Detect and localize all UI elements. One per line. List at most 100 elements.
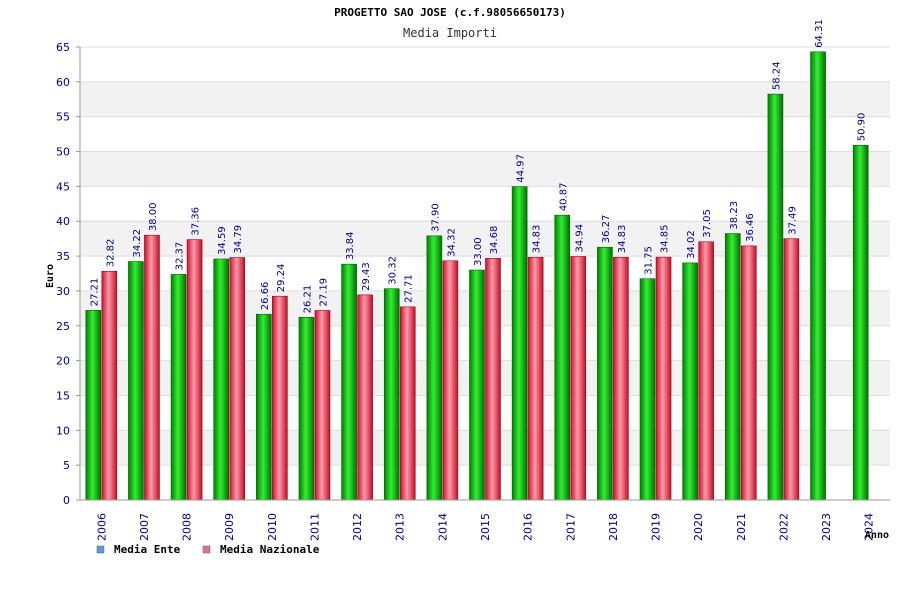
x-tick-label: 2022: [777, 513, 790, 541]
x-tick-label: 2014: [436, 513, 449, 541]
x-tick-label: 2009: [223, 513, 236, 541]
y-tick-label: 65: [56, 41, 70, 54]
value-label: 50.90: [857, 113, 868, 142]
value-label: 27.19: [318, 278, 329, 307]
bars: [85, 51, 869, 501]
value-label: 29.43: [361, 262, 372, 291]
value-label: 38.00: [148, 203, 159, 232]
bar-media-nazionale: [442, 260, 459, 501]
bar-media-nazionale: [144, 234, 160, 501]
value-label: 37.05: [702, 209, 713, 238]
bar-media-ente: [511, 186, 528, 501]
value-label: 33.84: [345, 232, 356, 261]
value-label: 38.23: [729, 201, 740, 230]
value-label: 26.21: [302, 285, 313, 314]
x-tick-label: 2008: [181, 513, 194, 541]
bar-media-ente: [767, 93, 784, 501]
y-tick-label: 30: [56, 285, 70, 298]
x-tick-label: 2024: [863, 513, 876, 541]
bar-media-ente: [852, 144, 869, 501]
grid-band: [80, 151, 890, 187]
y-tick-label: 40: [56, 215, 70, 228]
x-tick-label: 2016: [522, 513, 535, 541]
legend: Media Ente Media Nazionale: [96, 543, 320, 556]
bar-media-ente: [639, 278, 656, 501]
value-label: 34.02: [686, 230, 697, 259]
bar-media-ente: [426, 235, 443, 501]
x-tick-label: 2017: [564, 513, 577, 541]
bar-media-nazionale: [740, 245, 757, 501]
x-tick-label: 2018: [607, 513, 620, 541]
y-tick-label: 45: [56, 180, 70, 193]
x-tick-label: 2006: [95, 513, 108, 541]
x-tick-label: 2012: [351, 513, 364, 541]
bar-media-ente: [554, 214, 571, 501]
bar-media-ente: [85, 310, 102, 501]
x-tick-label: 2007: [138, 513, 151, 541]
value-label: 40.87: [558, 183, 569, 212]
value-label: 27.21: [89, 278, 100, 307]
bar-media-ente: [256, 313, 272, 501]
bar-media-nazionale: [485, 258, 501, 501]
legend-label-media-ente: Media Ente: [114, 543, 181, 556]
bar-media-ente: [469, 269, 485, 501]
value-label: 29.24: [276, 264, 287, 293]
bar-media-nazionale: [314, 310, 331, 501]
x-tick-label: 2019: [650, 513, 663, 541]
grid-band: [80, 81, 890, 117]
y-tick-label: 25: [56, 320, 70, 333]
value-label: 34.83: [532, 225, 543, 254]
bar-media-nazionale: [229, 257, 246, 501]
bar-media-nazionale: [101, 270, 118, 501]
bar-media-ente: [724, 233, 741, 501]
bar-media-nazionale: [399, 306, 416, 501]
y-tick-label: 20: [56, 355, 70, 368]
value-label: 34.94: [574, 224, 585, 253]
value-label: 26.66: [260, 282, 271, 311]
bar-media-nazionale: [527, 256, 544, 501]
value-label: 36.46: [745, 213, 756, 242]
chart-subtitle: Media Importi: [403, 26, 497, 40]
bar-media-ente: [170, 274, 187, 501]
bar-media-ente: [383, 288, 400, 501]
x-tick-label: 2020: [692, 513, 705, 541]
bar-media-ente: [213, 258, 230, 501]
value-label: 32.82: [105, 239, 116, 268]
bar-media-ente: [810, 51, 826, 501]
bar-media-ente: [298, 317, 315, 501]
chart-title: PROGETTO SAO JOSE (c.f.98056650173): [334, 6, 566, 19]
y-tick-label: 10: [56, 424, 70, 437]
y-tick-label: 5: [63, 459, 70, 472]
legend-swatch-media-nazionale: [202, 545, 211, 554]
y-tick-label: 15: [56, 389, 70, 402]
bar-media-ente: [341, 263, 357, 501]
bar-media-nazionale: [570, 256, 587, 501]
value-label: 27.71: [404, 274, 415, 303]
bar-media-nazionale: [272, 295, 288, 501]
value-label: 36.27: [601, 215, 612, 244]
y-tick-label: 0: [63, 494, 70, 507]
y-axis-ticks: 0 5 10 15 20 25 30 35 40 45 50 55 60 65: [56, 41, 80, 507]
bar-media-ente: [597, 246, 613, 501]
legend-swatch-media-ente: [96, 545, 105, 554]
bar-media-nazionale: [613, 256, 629, 501]
value-label: 32.37: [175, 242, 186, 271]
y-tick-label: 35: [56, 250, 70, 263]
value-label: 34.32: [446, 228, 457, 257]
value-label: 37.49: [787, 206, 798, 235]
x-tick-label: 2015: [479, 513, 492, 541]
legend-label-media-nazionale: Media Nazionale: [220, 543, 320, 556]
value-label: 34.83: [617, 225, 628, 254]
value-label: 34.68: [489, 226, 500, 255]
value-label: 34.22: [132, 229, 143, 258]
bar-media-ente: [128, 261, 144, 501]
value-label: 37.90: [430, 203, 441, 232]
y-tick-label: 50: [56, 146, 70, 159]
y-axis-label: Euro: [45, 264, 56, 288]
x-axis-ticks: 2006 2007 2008 2009 2010 2011 2012 2013 2014 2015…: [95, 513, 875, 541]
value-label: 34.85: [660, 224, 671, 253]
value-label: 64.31: [814, 19, 825, 48]
x-axis-label: Anno: [865, 530, 889, 541]
bar-media-nazionale: [655, 256, 672, 501]
